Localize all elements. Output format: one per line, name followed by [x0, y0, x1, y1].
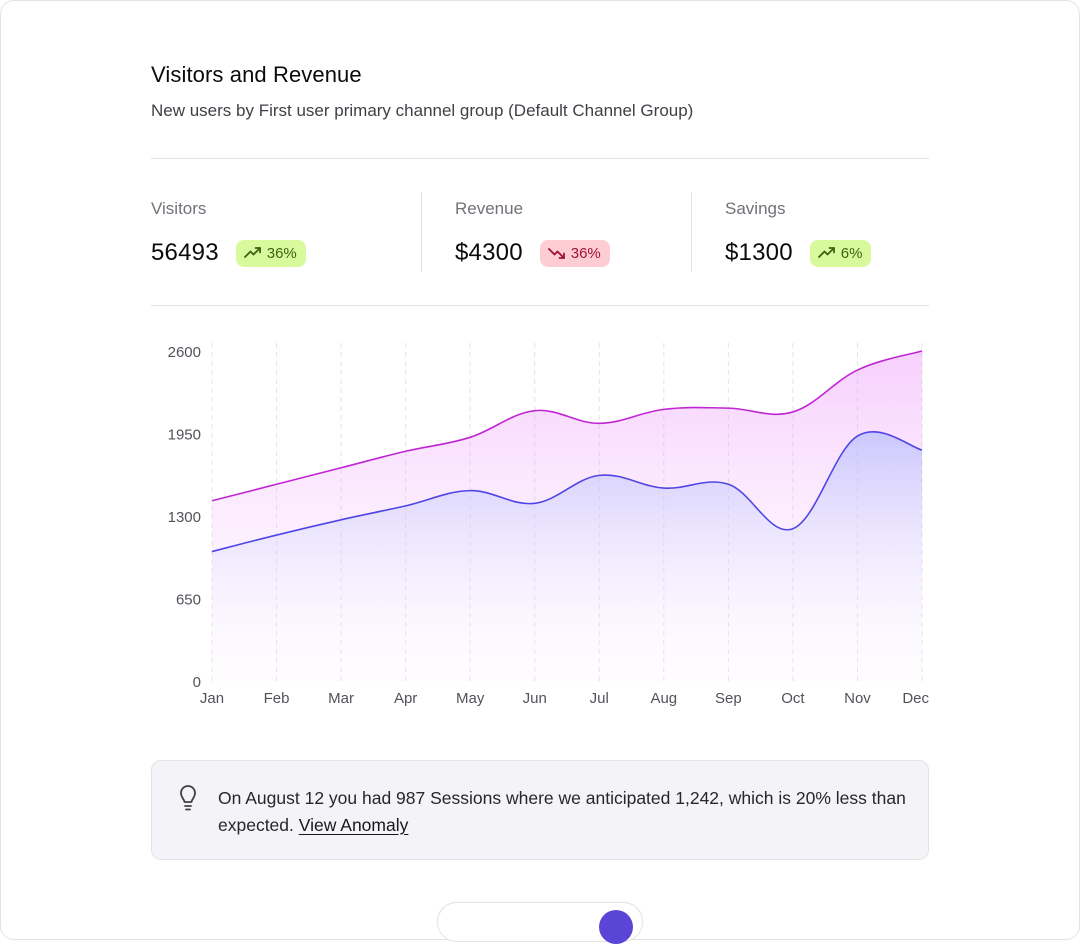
y-tick-label: 1950 [168, 427, 201, 444]
x-tick-label: Oct [781, 690, 805, 707]
y-axis: 0 650 1300 1950 2600 [168, 344, 201, 691]
x-tick-label: Jul [590, 690, 609, 707]
x-tick-label: Jun [523, 690, 547, 707]
stat-value: 56493 [151, 239, 219, 266]
callout-message: On August 12 you had 987 Sessions where … [218, 788, 906, 835]
x-tick-label: Apr [394, 690, 417, 707]
trend-up-icon [243, 247, 261, 258]
trend-badge: 36% [539, 239, 610, 267]
x-axis: Jan Feb Mar Apr May Jun Jul Aug Sep Oct Nov Dec [200, 690, 929, 707]
stat-label: Visitors [151, 199, 207, 218]
card-title: Visitors and Revenue [151, 62, 362, 87]
x-tick-label: May [456, 690, 485, 707]
header-divider [151, 158, 929, 159]
x-tick-label: Jan [200, 690, 224, 707]
card-subtitle: New users by First user primary channel … [151, 101, 694, 120]
series-a-line [211, 350, 923, 502]
y-tick-label: 1300 [168, 509, 201, 526]
view-anomaly-link[interactable]: View Anomaly [298, 815, 409, 835]
stat-label: Savings [725, 199, 786, 218]
x-tick-label: Mar [328, 690, 354, 707]
stat-label: Revenue [455, 199, 524, 218]
stat-separator [691, 192, 692, 272]
callout-text: On August 12 you had 987 Sessions where … [218, 785, 908, 839]
x-tick-label: Aug [650, 690, 677, 707]
stat-separator [421, 192, 422, 272]
x-tick-label: Feb [264, 690, 290, 707]
trend-change: 36% [266, 244, 297, 262]
x-tick-label: Sep [715, 690, 742, 707]
line-layer [211, 350, 923, 553]
x-tick-label: Dec [902, 690, 929, 707]
stat-value: $4300 [455, 239, 523, 266]
trend-up-icon [817, 247, 835, 258]
y-tick-label: 650 [176, 592, 201, 609]
series-b-line [211, 431, 923, 553]
trend-badge: 6% [809, 239, 872, 267]
area-layer [212, 351, 922, 681]
y-tick-label: 0 [193, 674, 201, 691]
x-tick-label: Nov [844, 690, 871, 707]
series-b-area [212, 431, 922, 681]
y-tick-label: 2600 [168, 344, 201, 361]
lightbulb-icon [180, 785, 196, 811]
bottom-action-dot[interactable] [599, 910, 633, 944]
trend-down-icon [547, 248, 565, 259]
trend-change: 36% [570, 244, 601, 262]
area-chart: 0 650 1300 1950 2600 Jan Feb Mar Apr May Jun Jul Au… [168, 343, 929, 707]
stat-value: $1300 [725, 239, 793, 266]
anomaly-callout: On August 12 you had 987 Sessions where … [151, 760, 929, 860]
stats-divider [151, 305, 929, 306]
trend-change: 6% [840, 244, 863, 262]
trend-badge: 36% [235, 239, 306, 267]
